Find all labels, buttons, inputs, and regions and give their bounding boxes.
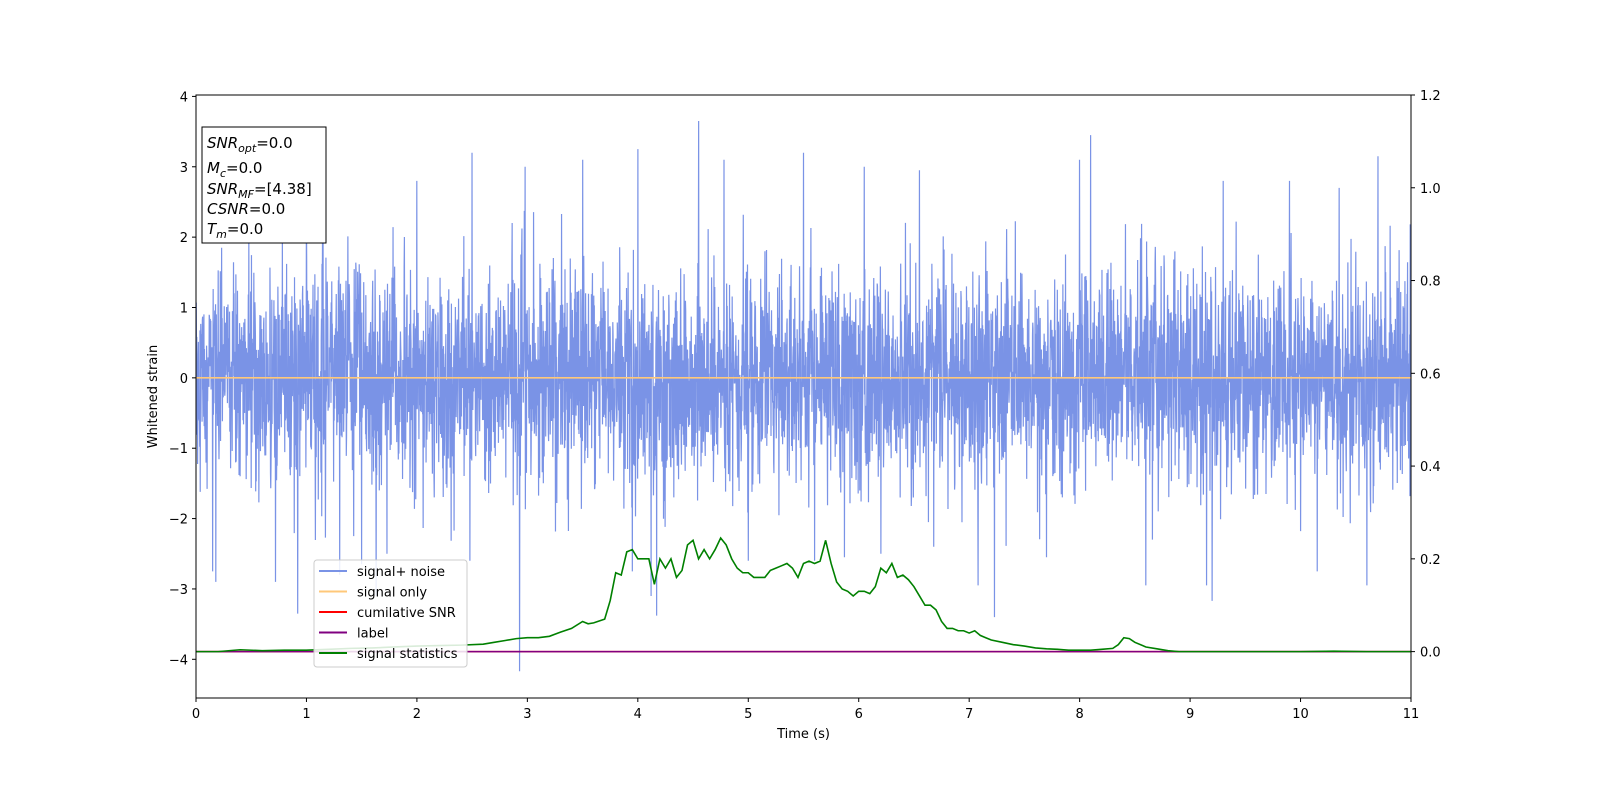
y-tick-label: −4 <box>169 653 188 668</box>
x-tick-label: 10 <box>1292 707 1309 722</box>
y-tick-label: −2 <box>169 513 188 528</box>
info-csnr: CSNR=0.0 <box>207 200 285 218</box>
y-tick-label: −1 <box>169 442 188 457</box>
y-axis-title: Whitened strain <box>146 345 161 448</box>
legend-label: label <box>357 627 388 642</box>
info-tm: Tm=0.0 <box>207 220 263 241</box>
y-tick-label: 3 <box>180 161 188 176</box>
y-tick-label: 1 <box>180 301 188 316</box>
legend-item: signal only <box>319 586 427 601</box>
info-box: SNRopt=0.0 Mc=0.0 SNRMF=[4.38] CSNR=0.0 … <box>201 126 327 244</box>
y-right-tick-label: 1.0 <box>1420 182 1441 197</box>
plot-frame <box>195 94 1412 699</box>
info-snr-opt: SNRopt=0.0 <box>207 134 293 155</box>
y-tick-label: 0 <box>180 372 188 387</box>
series-signal-statistics <box>196 536 1411 653</box>
x-tick-label: 5 <box>744 707 752 722</box>
info-mc: Mc=0.0 <box>207 159 262 180</box>
legend-item: label <box>319 627 388 642</box>
x-axis: 0 1 2 3 4 5 6 7 8 9 10 11 <box>192 698 1419 722</box>
legend: signal+ noise signal only cumilative SNR la… <box>313 559 468 668</box>
y-right-tick-label: 0.0 <box>1420 646 1441 661</box>
x-tick-label: 8 <box>1075 707 1083 722</box>
x-tick-label: 3 <box>523 707 531 722</box>
y-right-tick-label: 0.6 <box>1420 367 1441 382</box>
series-signal-noise <box>196 121 1411 672</box>
y-axis-right: 0.0 0.2 0.4 0.6 0.8 1.0 1.2 <box>1411 89 1441 661</box>
legend-item: signal+ noise <box>319 565 445 580</box>
x-tick-label: 4 <box>634 707 642 722</box>
x-tick-label: 11 <box>1403 707 1420 722</box>
y-tick-label: 2 <box>180 231 188 246</box>
legend-label: signal statistics <box>357 647 458 662</box>
legend-label: signal+ noise <box>357 565 445 580</box>
legend-label: cumilative SNR <box>357 606 456 621</box>
x-tick-label: 1 <box>302 707 310 722</box>
legend-label: signal only <box>357 586 427 601</box>
y-tick-label: 4 <box>180 90 188 105</box>
y-axis-left: −4 −3 −2 −1 0 1 2 3 4 <box>169 90 196 668</box>
legend-frame <box>313 559 468 668</box>
x-tick-label: 6 <box>855 707 863 722</box>
y-right-tick-label: 0.4 <box>1420 460 1441 475</box>
y-right-tick-label: 0.8 <box>1420 275 1441 290</box>
x-tick-label: 0 <box>192 707 200 722</box>
info-snr-mf: SNRMF=[4.38] <box>207 180 312 201</box>
x-tick-label: 7 <box>965 707 973 722</box>
x-axis-title: Time (s) <box>776 727 830 742</box>
legend-item: cumilative SNR <box>319 606 456 621</box>
y-right-tick-label: 0.2 <box>1420 553 1441 568</box>
legend-item: signal statistics <box>319 647 458 662</box>
y-right-tick-label: 1.2 <box>1420 89 1441 104</box>
x-tick-label: 9 <box>1186 707 1194 722</box>
x-tick-label: 2 <box>413 707 421 722</box>
y-tick-label: −3 <box>169 583 188 598</box>
